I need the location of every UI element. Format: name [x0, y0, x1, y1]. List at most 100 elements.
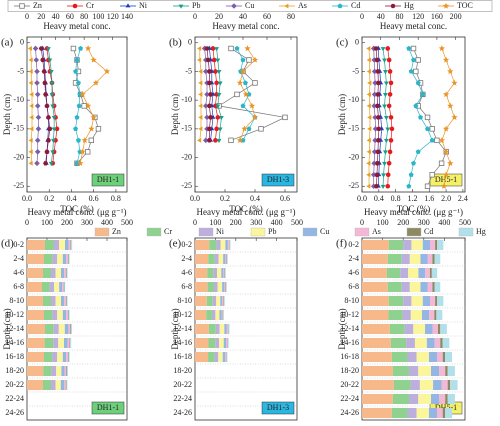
y-tick-label: -5	[185, 66, 192, 75]
x-tick-label: 40	[377, 12, 385, 21]
bar-segment	[434, 337, 441, 349]
point	[45, 138, 51, 143]
point	[375, 138, 381, 143]
point	[240, 57, 246, 63]
point	[372, 114, 378, 121]
y-tick-label: 16-18	[5, 352, 24, 361]
point	[408, 68, 414, 74]
bar-segment	[68, 309, 69, 321]
bar-segment	[411, 295, 423, 307]
point	[29, 103, 34, 109]
point	[206, 126, 212, 132]
point	[388, 115, 394, 120]
point	[248, 102, 256, 109]
bar-segment	[215, 323, 220, 335]
y-tick-label: 8-10	[9, 296, 24, 305]
x2-tick-label: 0.0	[357, 194, 367, 203]
y-tick-label: 14-16	[173, 338, 192, 347]
bar-segment	[435, 295, 438, 307]
bar-segment	[429, 295, 436, 307]
bar-segment	[437, 295, 444, 307]
bar-segment	[422, 295, 430, 307]
x2-tick-label: 2.0	[441, 194, 451, 203]
point	[372, 137, 378, 144]
bar-segment	[58, 337, 64, 349]
bar-segment	[362, 295, 389, 307]
point	[413, 68, 419, 75]
point	[103, 68, 111, 75]
bar-segment	[214, 253, 219, 265]
bar-segment	[195, 309, 207, 321]
point	[374, 184, 380, 189]
y-tick-label: 10-12	[5, 310, 24, 319]
point	[429, 172, 435, 178]
bar-segment	[64, 323, 69, 335]
point	[43, 92, 49, 97]
legend-label: Cr	[86, 1, 94, 10]
point	[366, 103, 371, 109]
point	[206, 80, 212, 86]
bar-segment	[61, 295, 65, 307]
bar-segment	[441, 379, 448, 391]
x-tick-label: 20	[215, 12, 223, 21]
point	[375, 69, 381, 74]
y-tick-label: 0	[20, 38, 24, 47]
y-tick-label: 10-12	[173, 310, 192, 319]
y-tick-label: -25	[13, 181, 24, 190]
bar-segment	[413, 323, 426, 335]
point	[366, 91, 371, 97]
bar-segment	[408, 365, 419, 377]
point	[385, 172, 391, 178]
bar-segment	[43, 379, 51, 391]
point	[373, 46, 379, 51]
bar-segment	[215, 309, 220, 321]
point	[382, 70, 388, 75]
bar-segment	[420, 281, 428, 293]
bar-segment	[428, 351, 437, 363]
panel-label: (f)	[336, 238, 347, 250]
y-tick-label: 4-6	[13, 268, 24, 277]
point	[429, 137, 435, 143]
x-tick-label: 60	[263, 12, 271, 21]
point	[386, 103, 392, 109]
point	[76, 103, 82, 108]
point	[366, 137, 371, 143]
x2-tick-label: 1.2	[407, 194, 417, 203]
bar-segment	[223, 295, 225, 307]
bar-segment	[216, 295, 221, 307]
point	[388, 138, 394, 143]
point	[375, 80, 381, 86]
legend-marker	[390, 3, 396, 9]
point	[48, 70, 54, 75]
bar-segment	[431, 267, 438, 279]
point	[84, 45, 92, 52]
x-tick-label: 300	[418, 218, 430, 227]
bar-segment	[68, 323, 71, 335]
point	[408, 172, 414, 177]
point	[424, 114, 431, 121]
point	[389, 126, 395, 132]
bar-segment	[49, 281, 54, 293]
x-axis-label: Heavy metal conc.	[212, 21, 279, 31]
bar-segment	[214, 351, 219, 363]
bar-segment	[393, 379, 411, 391]
bar-segment	[55, 379, 61, 391]
bar-segment	[52, 253, 58, 265]
bar-segment	[226, 337, 228, 349]
bar-segment	[219, 323, 225, 335]
point	[424, 183, 431, 189]
y-tick-label: 16-18	[340, 352, 359, 361]
point	[203, 137, 209, 144]
bar-segment	[44, 351, 53, 363]
bar-segment	[27, 309, 44, 321]
bar-segment	[403, 239, 412, 251]
bar-segment	[226, 281, 227, 293]
bar-segment	[436, 351, 443, 363]
bar-segment	[57, 253, 63, 265]
point	[79, 91, 86, 98]
point	[33, 57, 40, 63]
x-tick-label: 0	[193, 12, 197, 21]
bar-segment	[426, 337, 435, 349]
x-tick-label: 80	[80, 12, 88, 21]
bar-segment	[391, 407, 408, 419]
